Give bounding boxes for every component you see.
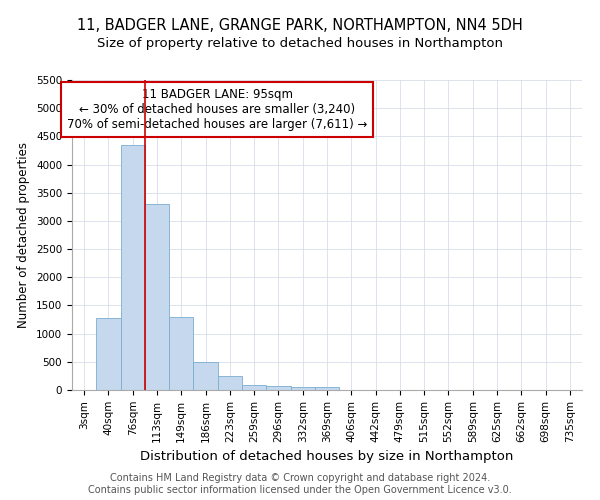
Bar [218, 376, 242, 390]
Bar [266, 386, 290, 390]
Text: 11, BADGER LANE, GRANGE PARK, NORTHAMPTON, NN4 5DH: 11, BADGER LANE, GRANGE PARK, NORTHAMPTO… [77, 18, 523, 32]
Bar [169, 316, 193, 390]
X-axis label: Distribution of detached houses by size in Northampton: Distribution of detached houses by size … [140, 450, 514, 463]
Bar [145, 204, 169, 390]
Text: 11 BADGER LANE: 95sqm
← 30% of detached houses are smaller (3,240)
70% of semi-d: 11 BADGER LANE: 95sqm ← 30% of detached … [67, 88, 368, 130]
Text: Contains HM Land Registry data © Crown copyright and database right 2024.
Contai: Contains HM Land Registry data © Crown c… [88, 474, 512, 495]
Bar [193, 362, 218, 390]
Y-axis label: Number of detached properties: Number of detached properties [17, 142, 31, 328]
Text: Size of property relative to detached houses in Northampton: Size of property relative to detached ho… [97, 38, 503, 51]
Bar [121, 145, 145, 390]
Bar [242, 385, 266, 390]
Bar [290, 387, 315, 390]
Bar [96, 318, 121, 390]
Bar [315, 387, 339, 390]
